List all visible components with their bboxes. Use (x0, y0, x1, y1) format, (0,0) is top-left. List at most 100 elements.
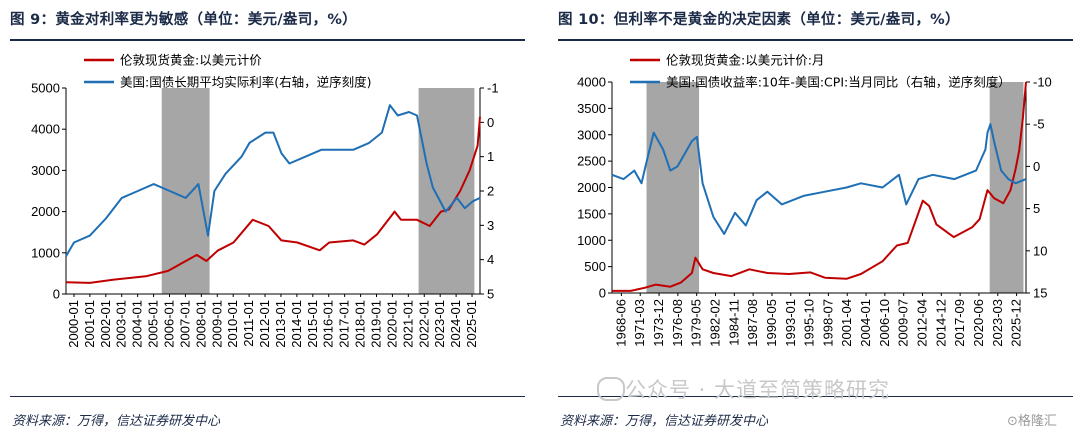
left-axis-tick-label: 4000 (577, 75, 606, 90)
x-axis-tick-label: 2003-01 (114, 300, 129, 348)
x-axis-tick-label: 2020-06 (971, 299, 986, 347)
x-axis-tick-label: 2017-09 (952, 299, 967, 347)
left-axis-tick-label: 1000 (577, 233, 606, 248)
right-axis-tick-label: -5 (1033, 117, 1045, 132)
right-axis-tick-label: -10 (1033, 75, 1052, 90)
x-axis-tick-label: 2007-01 (177, 300, 192, 348)
right-axis-tick-label: 0 (487, 115, 494, 130)
x-axis-tick-label: 2024-01 (448, 300, 463, 348)
x-axis-tick-label: 2022-01 (416, 300, 431, 348)
right-axis-tick-label: 3 (487, 218, 494, 233)
x-axis-tick-label: 2023-01 (432, 300, 447, 348)
right-axis-tick-label: 1 (487, 149, 494, 164)
x-axis-tick-label: 2010-01 (225, 300, 240, 348)
left-axis-tick-label: 2500 (577, 154, 606, 169)
rate-series-line (611, 123, 1027, 235)
left-axis-tick-label: 2000 (577, 180, 606, 195)
left-axis-tick-label: 5000 (31, 81, 60, 96)
left-axis-tick-label: 3500 (577, 101, 606, 116)
watermark: 公众号 · 大道至简策略研究 (625, 378, 891, 402)
title-rule (10, 39, 525, 41)
source-rule (10, 396, 525, 397)
wechat-icon (597, 377, 625, 401)
x-axis-tick-label: 1971-03 (632, 299, 647, 347)
x-axis-tick-label: 2025-01 (464, 300, 479, 348)
x-axis-tick-label: 2023-03 (990, 299, 1005, 347)
x-axis-tick-label: 2005-01 (146, 300, 161, 348)
shaded-period (646, 82, 700, 293)
rate-series-line (65, 104, 481, 257)
gold-vs-real-rate-chart: 0 1000 2000 3000 4000 5000 -1 0 1 2 3 4 5 2000-01 2001… (31, 53, 499, 348)
x-axis-tick-label: 2013-01 (273, 300, 288, 348)
chart-panel-left: 图 9：黄金对利率更为敏感（单位：美元/盎司，%） 0 1000 2000 3000 4… (0, 0, 530, 437)
shaded-period (989, 82, 1024, 293)
x-axis-tick-label: 1973-12 (651, 299, 666, 347)
left-axis-tick-label: 0 (599, 286, 606, 301)
legend-label: 美国:国债长期平均实际利率(右轴，逆序刻度) (120, 75, 371, 90)
left-axis-tick-label: 3000 (577, 127, 606, 142)
x-axis-tick-label: 2004-01 (858, 299, 873, 347)
left-axis-tick-label: 0 (53, 287, 60, 302)
x-axis-tick-label: 2009-07 (896, 299, 911, 347)
right-axis-tick-label: 0 (1033, 159, 1040, 174)
x-axis-tick-label: 1998-07 (820, 299, 835, 347)
shaded-period (418, 88, 475, 294)
right-axis-tick-label: 5 (487, 287, 494, 302)
chart-title: 图 9：黄金对利率更为敏感（单位：美元/盎司，%） (10, 12, 357, 28)
x-axis-tick-label: 1990-05 (764, 299, 779, 347)
x-axis-tick-label: 2009-01 (209, 300, 224, 348)
chart-source: 资料来源：万得，信达证券研发中心 (12, 414, 221, 429)
gold-vs-real-yield-chart: 0 500 1000 1500 2000 2500 3000 3500 4000 -10 -5 0 5 1… (577, 53, 1052, 347)
right-axis-tick-label: -1 (487, 81, 499, 96)
x-axis-tick-label: 2012-01 (257, 300, 272, 348)
x-axis-tick-label: 1979-05 (689, 299, 704, 347)
x-axis-tick-label: 2001-01 (82, 300, 97, 348)
left-axis-tick-label: 4000 (31, 122, 60, 137)
x-axis-tick-label: 2002-01 (98, 300, 113, 348)
x-axis-tick-label: 2000-01 (66, 300, 81, 348)
x-axis-tick-label: 2006-01 (162, 300, 177, 348)
x-axis-tick-label: 2025-12 (1009, 299, 1024, 347)
x-axis-tick-label: 2014-01 (289, 300, 304, 348)
x-axis-tick-label: 1976-08 (670, 299, 685, 347)
gold-series-line (612, 81, 1027, 292)
x-axis-tick-label: 2021-01 (400, 300, 415, 348)
x-axis-tick-label: 1995-10 (802, 299, 817, 347)
left-axis-tick-label: 2000 (31, 204, 60, 219)
x-axis-tick-label: 2012-04 (915, 299, 930, 347)
x-axis-tick-label: 1982-02 (708, 299, 723, 347)
right-axis-tick-label: 5 (1033, 201, 1040, 216)
chart-panel-right: 图 10：但利率不是黄金的决定因素（单位：美元/盎司，%） 0 500 1000 15… (548, 0, 1078, 437)
left-axis-tick-label: 3000 (31, 163, 60, 178)
right-axis-tick-label: 15 (1033, 286, 1047, 301)
right-axis-tick-label: 4 (487, 252, 494, 267)
legend-label: 美国:国债收益率:10年-美国:CPI:当月同比（右轴，逆序刻度） (666, 75, 1011, 90)
x-axis-tick-label: 1987-08 (745, 299, 760, 347)
x-axis-tick-label: 2018-01 (353, 300, 368, 348)
gold-series-line (65, 116, 481, 284)
x-axis-tick-label: 1968-06 (613, 299, 628, 347)
x-axis-tick-label: 2019-01 (369, 300, 384, 348)
left-axis-tick-label: 500 (584, 259, 606, 274)
source-rule (558, 396, 1073, 397)
chart-source: 资料来源：万得，信达证券研发中心 (560, 414, 769, 429)
x-axis-tick-label: 2004-01 (130, 300, 145, 348)
x-axis-tick-label: 2016-01 (321, 300, 336, 348)
chart-title: 图 10：但利率不是黄金的决定因素（单位：美元/盎司，%） (558, 12, 960, 28)
legend-label: 伦敦现货黄金:以美元计价:月 (666, 53, 824, 68)
x-axis-tick-label: 2017-01 (337, 300, 352, 348)
x-axis-tick-label: 1993-01 (783, 299, 798, 347)
x-axis-tick-label: 2006-10 (877, 299, 892, 347)
title-rule (558, 39, 1073, 41)
right-axis-tick-label: 10 (1033, 243, 1047, 258)
x-axis-tick-label: 1984-11 (726, 299, 741, 346)
right-axis-tick-label: 2 (487, 184, 494, 199)
x-axis-tick-label: 2008-01 (193, 300, 208, 348)
x-axis-tick-label: 2011-01 (241, 300, 256, 347)
x-axis-tick-label: 2015-01 (305, 300, 320, 348)
legend-label: 伦敦现货黄金:以美元计价 (120, 53, 262, 68)
left-axis-tick-label: 1500 (577, 206, 606, 221)
x-axis-tick-label: 2001-04 (839, 299, 854, 347)
x-axis-tick-label: 2020-01 (384, 300, 399, 348)
left-axis-tick-label: 1000 (31, 245, 60, 260)
